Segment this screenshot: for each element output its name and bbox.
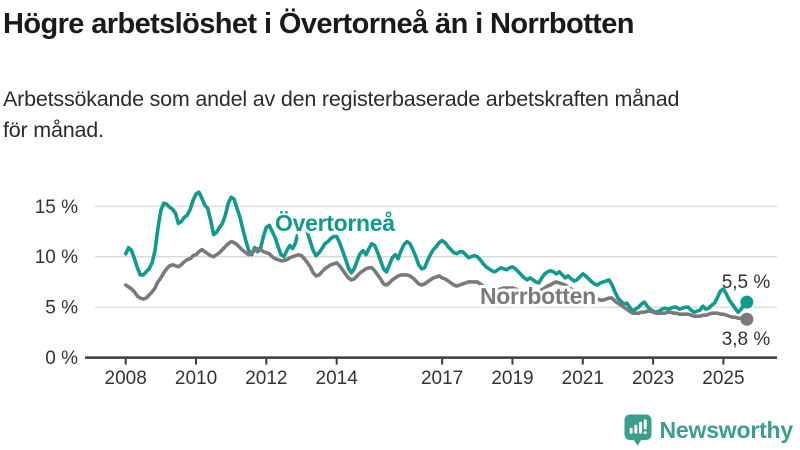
series-label: Norrbotten	[480, 283, 596, 309]
series-line	[123, 239, 749, 322]
chart-subtitle: Arbetssökande som andel av den registerb…	[3, 84, 793, 146]
newsworthy-logo-icon	[624, 414, 652, 446]
x-tick-label: 2023	[632, 368, 674, 389]
page-title: Högre arbetslöshet i Övertorneå än i Nor…	[3, 8, 634, 40]
series-end-dot	[740, 295, 754, 309]
x-tick-label: 2012	[245, 368, 287, 389]
newsworthy-brand: Newsworthy	[624, 414, 793, 446]
series-end-value-label: 5,5 %	[722, 272, 771, 293]
newsworthy-wordmark: Newsworthy	[659, 416, 794, 443]
series-end-dot	[740, 312, 754, 326]
x-tick-label: 2017	[421, 368, 463, 389]
series-label: Övertorneå	[275, 210, 395, 236]
x-tick-label: 2014	[316, 368, 359, 389]
x-tick-label: 2025	[702, 368, 744, 389]
y-tick-label: 5 %	[45, 298, 78, 319]
x-tick-label: 2019	[491, 368, 533, 389]
subtitle-line-1: Arbetssökande som andel av den registerb…	[3, 87, 680, 111]
subtitle-line-2: för månad.	[3, 118, 104, 142]
y-tick-label: 0 %	[45, 348, 78, 369]
series-line	[123, 190, 749, 315]
x-tick-label: 2008	[105, 368, 147, 389]
x-tick-label: 2021	[562, 368, 604, 389]
y-tick-label: 15 %	[35, 197, 78, 218]
y-tick-label: 10 %	[35, 247, 78, 268]
x-tick-label: 2010	[175, 368, 217, 389]
series-end-value-label: 3,8 %	[722, 329, 771, 350]
